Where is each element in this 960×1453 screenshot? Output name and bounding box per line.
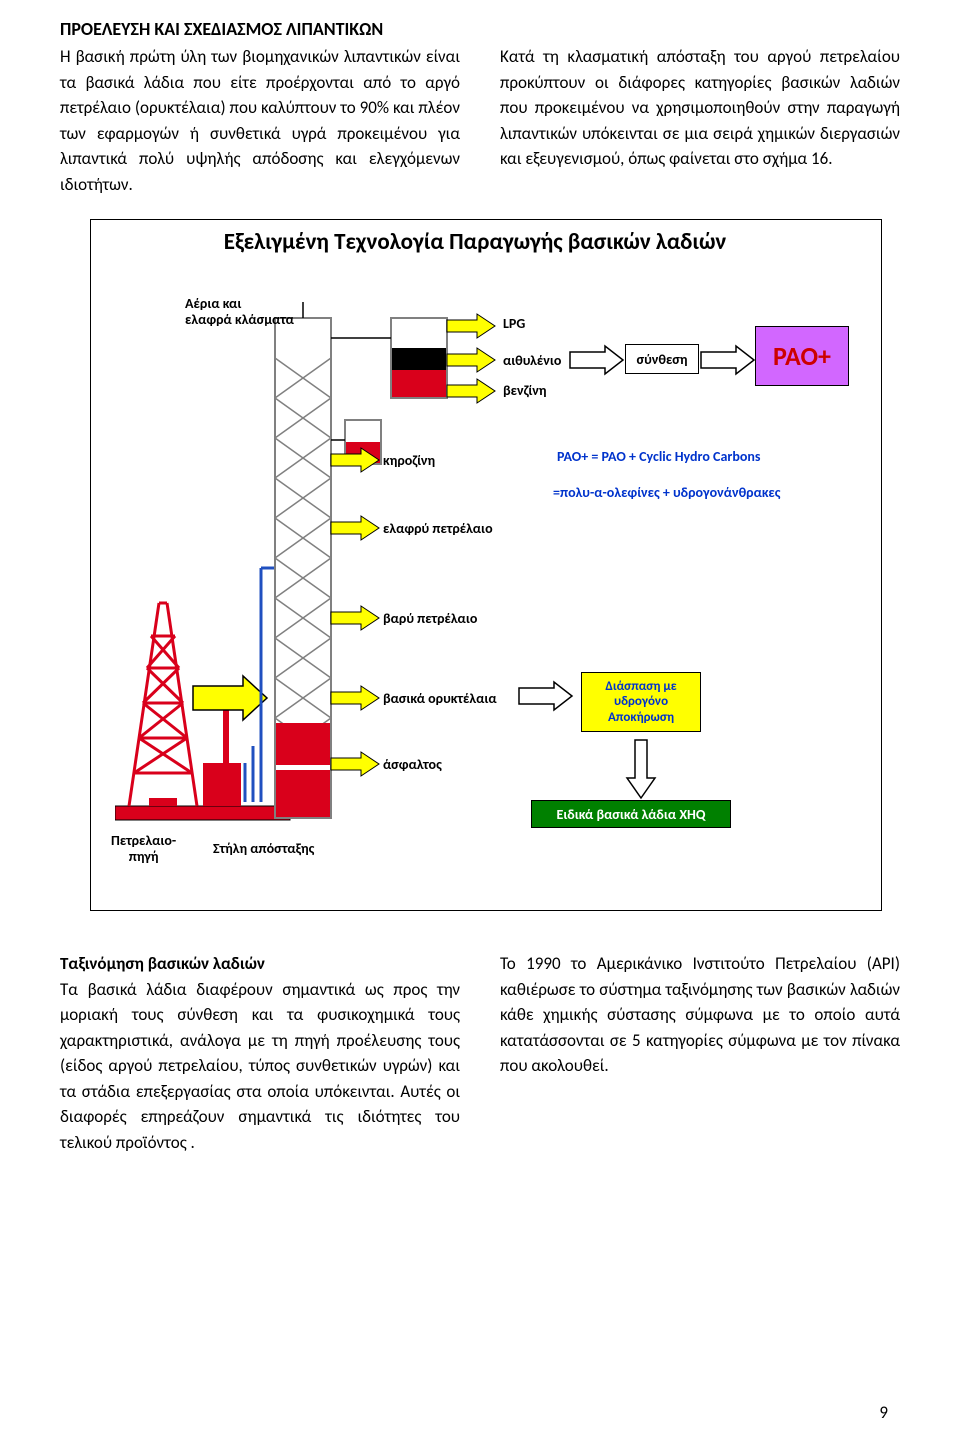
bottom-right: Το 1990 το Αμερικάνικο Ινστιτούτο Πετρελ…	[500, 951, 900, 1155]
label-ethylene: αιθυλένιο	[503, 352, 561, 369]
label-lpg: LPG	[503, 315, 525, 332]
label-heavyoil: βαρύ πετρέλαιο	[383, 610, 477, 627]
intro-left: Η βασική πρώτη ύλη των βιομηχανικών λιπα…	[60, 44, 460, 197]
box-hydro: Διάσπαση με υδρογόνο Αποκήρωση	[581, 672, 701, 732]
subtitle: Ταξινόμηση βασικών λαδιών	[60, 951, 460, 977]
label-gasoline: βενζίνη	[503, 382, 546, 399]
doc-title: ΠΡΟΕΛΕΥΣΗ ΚΑΙ ΣΧΕΔΙΑΣΜΟΣ ΛΙΠΑΝΤΙΚΩΝ	[60, 18, 900, 40]
box-pao: PAO+	[755, 326, 849, 386]
diagram-box: Εξελιγμένη Τεχνολογία Παραγωγής βασικών …	[90, 219, 882, 911]
bottom-left: Ταξινόμηση βασικών λαδιών Τα βασικά λάδι…	[60, 951, 460, 1155]
label-column: Στήλη απόσταξης	[213, 840, 314, 857]
label-basemineral: βασικά ορυκτέλαια	[383, 690, 497, 707]
diagram-svg	[115, 268, 855, 878]
box-synthesis: σύνθεση	[625, 344, 699, 374]
label-asphalt: άσφαλτος	[383, 756, 442, 773]
bottom-columns: Ταξινόμηση βασικών λαδιών Τα βασικά λάδι…	[60, 951, 900, 1155]
label-pao-eq: PAO+ = PAO + Cyclic Hydro Carbons	[557, 448, 760, 465]
page-number: 9	[879, 1402, 888, 1423]
diagram-canvas: Αέρια και ελαφρά κλάσματα LPG αιθυλένιο …	[115, 268, 835, 878]
intro-right: Κατά τη κλασματική απόσταξη του αργού πε…	[500, 44, 900, 197]
diagram-title: Εξελιγμένη Τεχνολογία Παραγωγής βασικών …	[115, 228, 835, 256]
label-poly: =πολυ-α-ολεφίνες + υδρογονάνθρακες	[553, 484, 781, 501]
box-xhq: Ειδικά βασικά λάδια XHQ	[531, 800, 731, 828]
label-source: Πετρελαιο- πηγή	[111, 833, 176, 865]
label-kerosene: κηροζίνη	[383, 452, 435, 469]
label-gases: Αέρια και ελαφρά κλάσματα	[185, 296, 294, 328]
label-lightoil: ελαφρύ πετρέλαιο	[383, 520, 493, 537]
intro-columns: Η βασική πρώτη ύλη των βιομηχανικών λιπα…	[60, 44, 900, 197]
